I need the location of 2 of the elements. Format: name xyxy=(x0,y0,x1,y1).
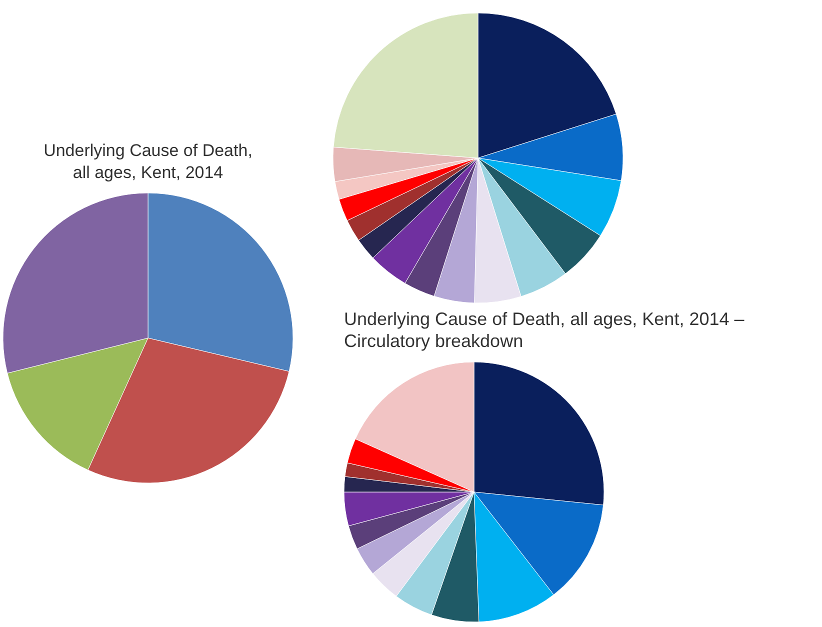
chart-title: Underlying Cause of Death, all ages, Kent, 2014 xyxy=(44,141,252,182)
chart-title: Underlying Cause of Death, all ages, Kent, 2014 – Circulatory breakdown xyxy=(344,309,744,351)
